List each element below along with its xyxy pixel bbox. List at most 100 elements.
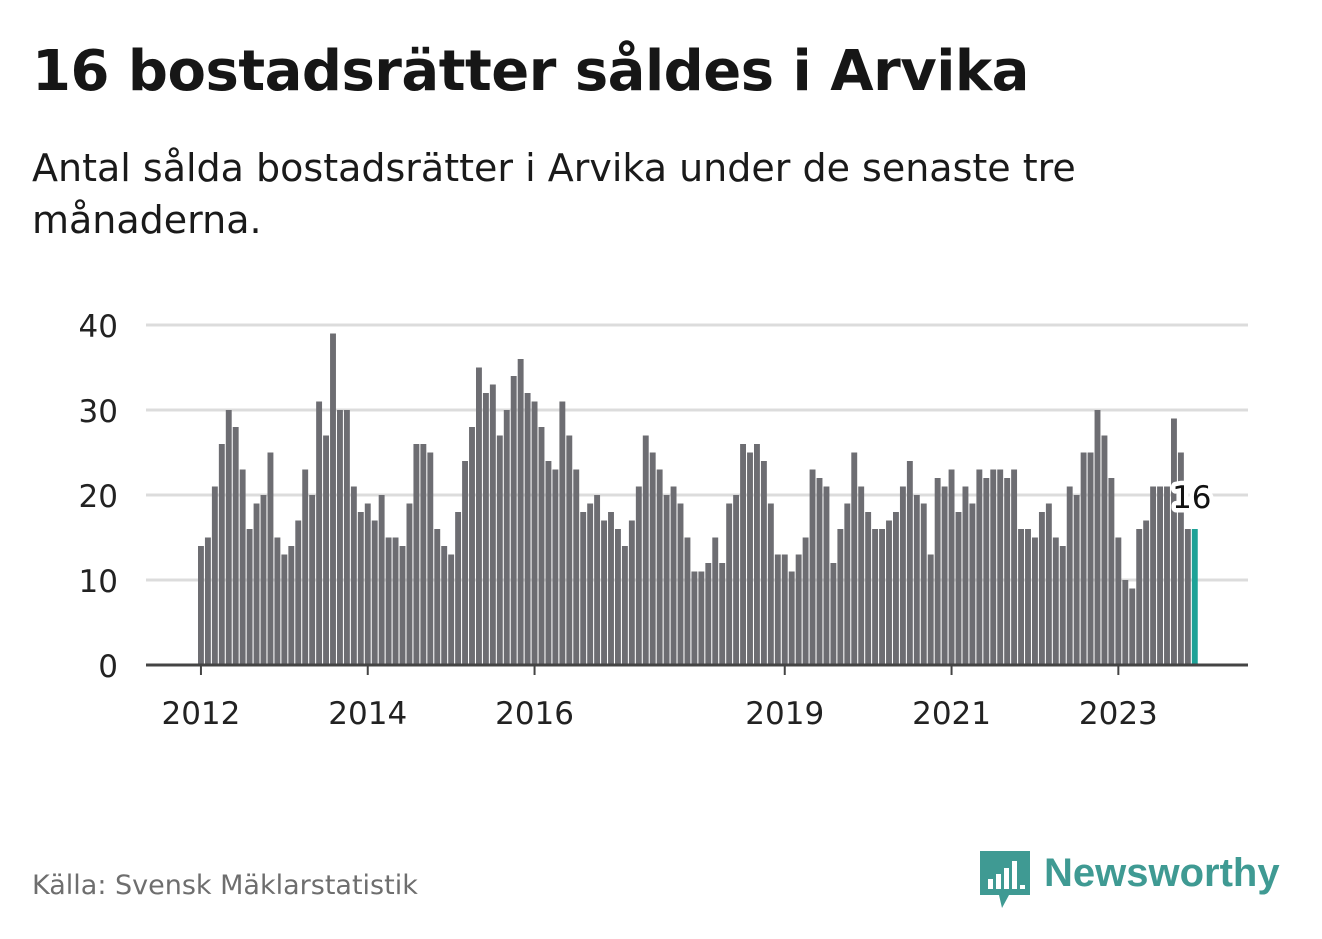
bar bbox=[1143, 520, 1150, 665]
bar bbox=[1018, 529, 1024, 665]
bar bbox=[816, 478, 823, 665]
bar bbox=[413, 444, 420, 665]
bar bbox=[990, 469, 997, 665]
bar bbox=[893, 512, 899, 665]
bar bbox=[1184, 529, 1191, 665]
bar bbox=[705, 563, 712, 665]
y-tick-label: 10 bbox=[79, 564, 118, 600]
bar bbox=[1157, 486, 1163, 665]
chart-subtitle: Antal sålda bostadsrätter i Arvika under… bbox=[32, 146, 1076, 242]
bar bbox=[225, 410, 232, 665]
bar bbox=[1136, 529, 1143, 665]
bar bbox=[232, 427, 239, 665]
bar bbox=[469, 427, 475, 665]
y-tick-label: 40 bbox=[79, 309, 118, 345]
bar bbox=[309, 495, 316, 665]
bar bbox=[531, 401, 538, 665]
bar bbox=[830, 563, 837, 665]
bar bbox=[670, 486, 677, 665]
bar bbox=[476, 367, 482, 665]
bar bbox=[538, 427, 545, 665]
bar bbox=[559, 401, 566, 665]
bar bbox=[955, 512, 962, 665]
bar bbox=[489, 384, 496, 665]
bar bbox=[1059, 546, 1066, 665]
bar bbox=[218, 444, 225, 665]
x-tick-label: 2021 bbox=[912, 696, 991, 732]
bar bbox=[948, 469, 955, 665]
bar bbox=[997, 469, 1004, 665]
bar bbox=[288, 546, 295, 665]
bar bbox=[740, 444, 746, 665]
bar bbox=[198, 546, 204, 665]
bar bbox=[399, 546, 406, 665]
bar bbox=[754, 444, 760, 665]
bar bbox=[726, 503, 733, 665]
bar bbox=[621, 546, 628, 665]
bar bbox=[983, 478, 990, 665]
y-tick-label: 30 bbox=[79, 394, 118, 430]
bar bbox=[350, 486, 357, 665]
bar bbox=[545, 461, 552, 665]
bar bbox=[462, 461, 468, 665]
bar bbox=[246, 529, 253, 665]
bar bbox=[906, 461, 913, 665]
bar bbox=[615, 529, 621, 665]
bar bbox=[934, 478, 941, 665]
bar bbox=[482, 393, 489, 665]
bar bbox=[1045, 503, 1052, 665]
bar bbox=[503, 410, 510, 665]
bar bbox=[371, 520, 378, 665]
bar bbox=[601, 520, 607, 665]
bar bbox=[865, 512, 872, 665]
bar bbox=[1101, 435, 1108, 665]
bar bbox=[316, 401, 323, 665]
bar bbox=[712, 537, 719, 665]
bar bbox=[260, 495, 267, 665]
bar bbox=[434, 529, 441, 665]
bar bbox=[851, 452, 858, 665]
bar bbox=[573, 469, 580, 665]
bar bbox=[1115, 537, 1122, 665]
bar bbox=[378, 495, 385, 665]
brand-logo[interactable]: Newsworthy bbox=[980, 848, 1280, 912]
bar bbox=[448, 554, 455, 665]
bar bbox=[837, 529, 844, 665]
source-note: Källa: Svensk Mäklarstatistik bbox=[32, 870, 418, 901]
chart-title: 16 bostadsrätter såldes i Arvika bbox=[32, 39, 1029, 104]
bar bbox=[1004, 478, 1011, 665]
x-tick-label: 2023 bbox=[1079, 696, 1158, 732]
bar bbox=[684, 537, 691, 665]
bar bbox=[267, 452, 274, 665]
highlight-bar bbox=[1191, 529, 1198, 665]
bar bbox=[733, 495, 740, 665]
bar bbox=[976, 469, 983, 665]
bar bbox=[517, 359, 524, 665]
brand-name: Newsworthy bbox=[1044, 850, 1280, 895]
bar bbox=[1094, 410, 1101, 665]
bar bbox=[295, 520, 302, 665]
bar bbox=[649, 452, 656, 665]
x-tick-label: 2012 bbox=[161, 696, 240, 732]
bar bbox=[920, 503, 927, 665]
bar bbox=[510, 376, 517, 665]
bar bbox=[844, 503, 851, 665]
bar bbox=[962, 486, 969, 665]
bar bbox=[1164, 486, 1170, 665]
bar bbox=[281, 554, 288, 665]
bar bbox=[608, 512, 614, 665]
bar bbox=[642, 435, 649, 665]
bar bbox=[441, 546, 448, 665]
bar bbox=[872, 529, 879, 665]
bar bbox=[587, 503, 594, 665]
bar bbox=[524, 393, 531, 665]
bar bbox=[1011, 469, 1018, 665]
bar bbox=[823, 486, 830, 665]
bar bbox=[302, 469, 309, 665]
bar bbox=[420, 444, 427, 665]
bar bbox=[552, 469, 559, 665]
bar bbox=[767, 503, 774, 665]
bar bbox=[913, 495, 920, 665]
bar bbox=[566, 435, 573, 665]
